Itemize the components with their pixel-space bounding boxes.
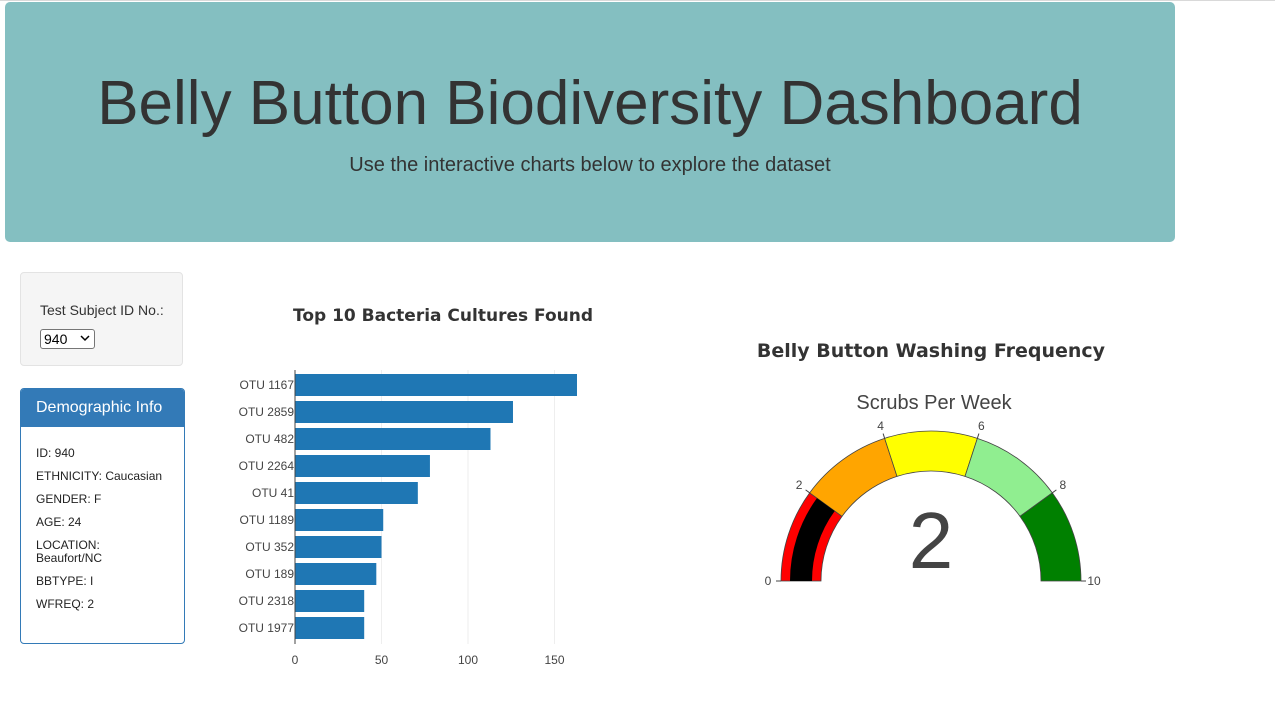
bar-chart-ytick-label: OTU 2318 xyxy=(239,594,295,608)
bar-chart[interactable]: Top 10 Bacteria Cultures Found 0 50 100 150 O… xyxy=(220,290,620,665)
gauge-value-bar xyxy=(790,498,835,581)
demographic-id: ID: 940 xyxy=(36,446,75,460)
bar-chart-ytick-label: OTU 352 xyxy=(245,540,294,554)
demographic-ethnicity: ETHNICITY: Caucasian xyxy=(36,469,163,483)
bar-otu-482 xyxy=(295,428,491,450)
bar-otu-2859 xyxy=(295,401,513,423)
bar-otu-1977 xyxy=(295,617,365,639)
demographic-age: AGE: 24 xyxy=(36,515,82,529)
bar-chart-xtick-label: 150 xyxy=(544,653,564,665)
gauge-tick-label: 10 xyxy=(1087,574,1101,588)
demographic-wfreq: WFREQ: 2 xyxy=(36,597,95,611)
gauge-chart[interactable]: Belly Button Washing Frequency Scrubs Per… xyxy=(700,325,1160,615)
bar-otu-41 xyxy=(295,482,418,504)
demographic-location: LOCATION: Beaufort/NC xyxy=(36,538,103,565)
demographic-gender: GENDER: F xyxy=(36,492,102,506)
subject-id-select[interactable]: 940 xyxy=(40,329,95,349)
gauge-tick-label: 4 xyxy=(877,419,884,433)
demographic-panel-body: ID: 940 ETHNICITY: Caucasian GENDER: F A… xyxy=(21,427,184,611)
gauge-tick xyxy=(976,433,980,439)
bar-chart-xtick-label: 100 xyxy=(458,653,478,665)
demographic-panel-heading: Demographic Info xyxy=(21,389,184,427)
gauge-tick-label: 2 xyxy=(796,478,803,492)
bar-chart-ytick-label: OTU 41 xyxy=(252,486,294,500)
chevron-down-icon xyxy=(80,335,90,342)
bar-otu-2264 xyxy=(295,455,430,477)
gauge-step-2 xyxy=(884,430,978,477)
bar-otu-352 xyxy=(295,536,382,558)
bar-otu-1189 xyxy=(295,509,384,531)
bar-chart-ytick-label: OTU 2859 xyxy=(239,405,295,419)
demographic-panel: Demographic Info ID: 940 ETHNICITY: Cauc… xyxy=(20,388,185,644)
page-subtitle: Use the interactive charts below to expl… xyxy=(349,154,831,176)
bar-chart-ytick-label: OTU 2264 xyxy=(239,459,295,473)
gauge-tick-label: 8 xyxy=(1060,478,1067,492)
page-title: Belly Button Biodiversity Dashboard xyxy=(97,69,1083,138)
subject-selector-label: Test Subject ID No.: xyxy=(40,302,164,318)
gauge-tick-label: 6 xyxy=(978,419,985,433)
bar-otu-2318 xyxy=(295,590,365,612)
bar-chart-xtick-label: 0 xyxy=(292,653,299,665)
bar-chart-title: Top 10 Bacteria Cultures Found xyxy=(293,306,593,326)
bar-chart-xtick-label: 50 xyxy=(375,653,389,665)
subject-id-select-value: 940 xyxy=(44,331,68,347)
gauge-value-label: 2 xyxy=(909,496,954,585)
gauge-subtitle: Scrubs Per Week xyxy=(856,392,1012,414)
bar-chart-ytick-label: OTU 1977 xyxy=(239,621,295,635)
bar-otu-189 xyxy=(295,563,377,585)
gauge-tick-label: 0 xyxy=(765,574,772,588)
bar-chart-ytick-label: OTU 1189 xyxy=(240,513,295,527)
gauge-tick xyxy=(1052,489,1057,494)
top-divider xyxy=(0,0,1275,1)
gauge-tick xyxy=(882,433,886,439)
subject-selector-panel: Test Subject ID No.: 940 xyxy=(20,272,183,366)
bar-chart-ytick-label: OTU 1167 xyxy=(240,378,295,392)
bar-chart-ytick-label: OTU 482 xyxy=(245,432,294,446)
bar-otu-1167 xyxy=(295,374,577,396)
bar-chart-ytick-label: OTU 189 xyxy=(245,567,294,581)
header-banner: Belly Button Biodiversity Dashboard Use … xyxy=(5,2,1175,242)
gauge-title: Belly Button Washing Frequency xyxy=(757,340,1106,362)
gauge-tick xyxy=(805,489,810,494)
demographic-bbtype: BBTYPE: I xyxy=(36,574,94,588)
